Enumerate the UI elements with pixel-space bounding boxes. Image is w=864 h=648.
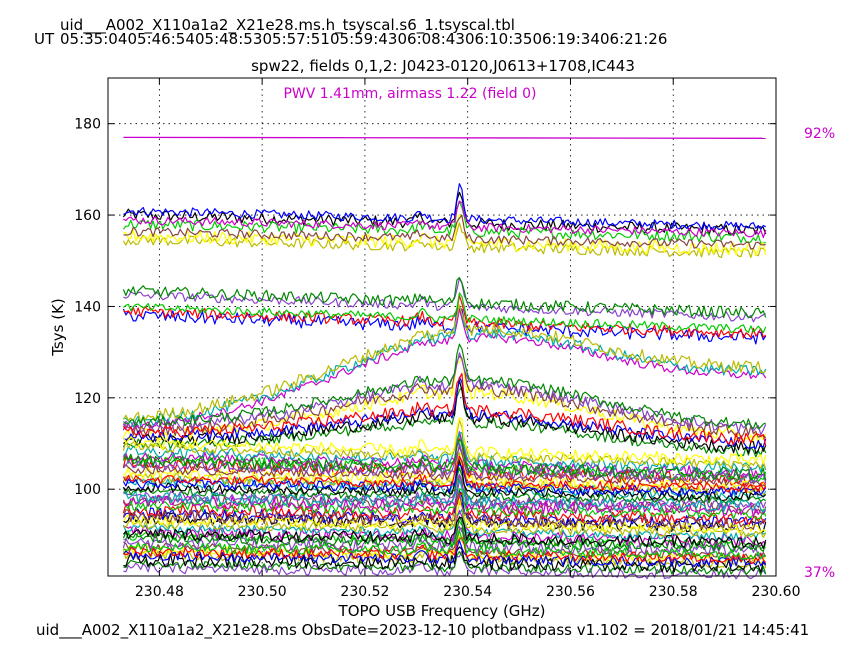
tsys-series-9 [122, 307, 767, 345]
tsys-series-57 [122, 515, 767, 552]
tsys-series-1 [123, 183, 766, 231]
tsys-series-28 [122, 417, 767, 466]
tsys-series-2 [122, 200, 766, 244]
plot-subtitle: spw22, fields 0,1,2: J0423-0120,J0613+17… [251, 57, 635, 75]
table-title: uid___A002_X110a1a2_X21e28.ms.h_tsyscal.… [60, 16, 515, 35]
tsys-series-8 [122, 277, 767, 319]
series-layer [122, 183, 767, 580]
ut-label: UT [34, 30, 55, 48]
y-axis-label: Tsys (K) [49, 298, 67, 357]
tsys-series-32 [123, 446, 766, 487]
x-axis-label: TOPO USB Frequency (GHz) [338, 602, 546, 620]
ut-time-4: 05:59:43 [330, 30, 397, 48]
tsys-series-33 [122, 442, 767, 484]
y-tick-label: 140 [74, 299, 101, 315]
tsys-series-37 [122, 467, 767, 505]
tsys-series-63 [123, 536, 767, 564]
tsys-series-22 [122, 372, 767, 447]
ut-time-8: 06:21:26 [600, 30, 667, 48]
y-tick-label: 100 [74, 482, 101, 498]
tsys-series-0 [122, 191, 767, 236]
tsys-series-14 [122, 304, 767, 424]
tsys-series-34 [123, 439, 767, 481]
grid [108, 78, 776, 576]
transmission-label-bottom: 37% [804, 565, 835, 581]
ut-times: 05:35:04 05:46:54 05:48:53 05:57:51 05:59:43… [60, 30, 667, 48]
tsys-series-5 [123, 214, 767, 257]
tsys-series-50 [123, 502, 767, 538]
tsys-series-40 [122, 455, 767, 493]
tsys-series-49 [122, 508, 766, 541]
ut-time-7: 06:19:34 [533, 30, 600, 48]
atmospheric-transmission-line [123, 136, 766, 139]
tsys-series-6 [123, 214, 766, 250]
tsys-series-31 [123, 450, 767, 493]
x-tick-label: 230.58 [649, 584, 698, 600]
x-tick-label: 230.60 [752, 584, 801, 600]
axes-frame [107, 77, 777, 577]
ut-time-2: 05:48:53 [195, 30, 262, 48]
tsys-series-18 [122, 343, 766, 430]
tsys-series-44 [122, 488, 767, 520]
tsys-series-52 [122, 492, 767, 530]
ut-time-3: 05:57:51 [263, 30, 330, 48]
ut-time-0: 05:35:04 [60, 30, 127, 48]
ut-time-1: 05:46:54 [128, 30, 195, 48]
tsys-series-36 [122, 473, 767, 509]
ticks: 230.48 230.50 230.52 230.54 230.56 230.58 230.… [74, 78, 801, 600]
tsys-series-60 [123, 551, 767, 576]
ut-time-5: 06:08:43 [398, 30, 465, 48]
overlay-layer [123, 136, 766, 139]
tsys-series-64 [123, 529, 766, 560]
y-tick-label: 180 [74, 117, 101, 133]
tsys-series-45 [122, 480, 767, 518]
x-tick-label: 230.48 [135, 584, 184, 600]
x-tick-label: 230.50 [238, 584, 287, 600]
tsys-series-3 [123, 200, 767, 239]
x-tick-label: 230.54 [443, 584, 492, 600]
y-tick-label: 160 [74, 208, 101, 224]
tsys-series-11 [122, 292, 767, 334]
tsys-series-15 [122, 356, 767, 445]
ut-time-6: 06:10:35 [465, 30, 532, 48]
y-tick-label: 120 [74, 391, 101, 407]
pwv-annotation: PWV 1.41mm, airmass 1.22 (field 0) [283, 86, 536, 102]
tsys-series-58 [122, 516, 767, 549]
transmission-label-top: 92% [804, 126, 835, 142]
tsys-series-46 [123, 478, 767, 513]
x-tick-label: 230.52 [340, 584, 389, 600]
footer-info: uid___A002_X110a1a2_X21e28.ms ObsDate=20… [36, 621, 809, 640]
x-tick-label: 230.56 [546, 584, 595, 600]
